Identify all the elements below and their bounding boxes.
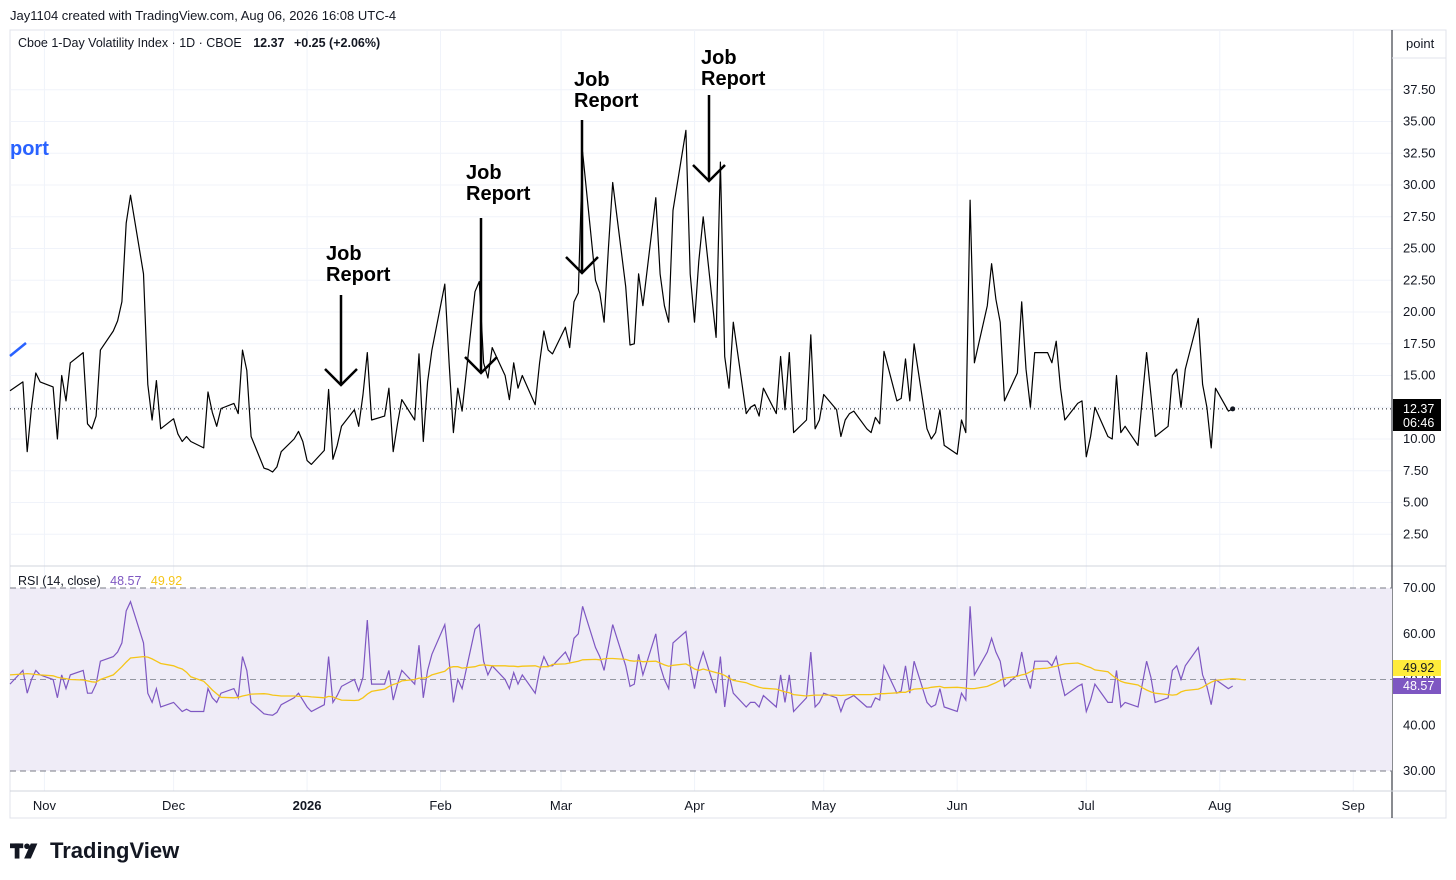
price-line[interactable] xyxy=(9,129,1233,473)
tradingview-logo-icon xyxy=(10,843,38,859)
symbol-legend[interactable]: Cboe 1-Day Volatility Index · 1D · CBOE … xyxy=(18,36,380,50)
price-tick-label: 15.00 xyxy=(1403,368,1436,383)
rsi-tick-label: 60.00 xyxy=(1403,626,1436,641)
rsi-series-group xyxy=(9,600,1246,716)
price-tick-label: 32.50 xyxy=(1403,145,1436,160)
last-price-label-bg xyxy=(1393,399,1441,431)
annotation-label-line1: Job xyxy=(701,47,737,69)
rsi-tick-label: 70.00 xyxy=(1403,580,1436,595)
rsi-band-group xyxy=(10,587,1392,772)
time-tick-label: 2026 xyxy=(293,798,322,813)
time-tick-label: Dec xyxy=(162,798,186,813)
rsi-legend-ma-value: 49.92 xyxy=(151,574,182,588)
time-tick-label: Jun xyxy=(947,798,968,813)
price-tick-label: 2.50 xyxy=(1403,526,1428,541)
annotation-label-line1: Job xyxy=(574,69,610,91)
price-tick-label: 35.00 xyxy=(1403,114,1436,129)
price-axis-labels[interactable]: 2.505.007.5010.0012.5015.0017.5020.0022.… xyxy=(1403,82,1436,542)
price-scale-unit-button[interactable]: point xyxy=(1406,36,1435,51)
rsi-label-bg xyxy=(1393,678,1441,694)
price-gridlines xyxy=(10,89,1392,535)
price-tick-label: 25.00 xyxy=(1403,241,1436,256)
annotation-label-line2: Report xyxy=(701,68,766,90)
time-tick-label: Feb xyxy=(429,798,451,813)
price-tick-label: 5.00 xyxy=(1403,495,1428,510)
symbol-legend-title: Cboe 1-Day Volatility Index · 1D · CBOE xyxy=(18,36,242,50)
tradingview-brand[interactable]: TradingView xyxy=(10,838,179,864)
annotation-arrow-head xyxy=(464,356,498,375)
rsi-ma-label-bg xyxy=(1393,660,1441,676)
price-tick-label: 22.50 xyxy=(1403,272,1436,287)
last-price-point xyxy=(1230,406,1236,412)
price-tick-label: 7.50 xyxy=(1403,463,1428,478)
rsi-line[interactable] xyxy=(9,600,1234,716)
time-tick-label: Mar xyxy=(550,798,573,813)
rsi-ma-line[interactable] xyxy=(9,655,1246,702)
annotation-arrow-head xyxy=(692,164,726,183)
bar-countdown-label: 06:46 xyxy=(1403,416,1434,430)
chart-caption: Jay1104 created with TradingView.com, Au… xyxy=(10,8,397,23)
annotation-label-line1: Job xyxy=(326,243,362,265)
rsi-tick-label: 40.00 xyxy=(1403,717,1436,732)
rsi-legend[interactable]: RSI (14, close) 48.57 49.92 xyxy=(18,574,182,588)
trendline-drawing-fragment[interactable] xyxy=(9,342,27,357)
annotation-label-line1: Job xyxy=(466,162,502,184)
price-tick-label: 10.00 xyxy=(1403,431,1436,446)
price-tick-label: 30.00 xyxy=(1403,177,1436,192)
annotation-arrow-head xyxy=(565,256,599,275)
time-axis-labels[interactable]: Nov Dec 2026 Feb Mar Apr May Jun Jul Aug Sep xyxy=(33,798,1365,813)
price-tick-label: 17.50 xyxy=(1403,336,1436,351)
symbol-legend-change: +0.25 (+2.06%) xyxy=(294,36,380,50)
annotation-label-line2: Report xyxy=(326,264,391,286)
annotation-label-line2: Report xyxy=(574,90,639,112)
time-tick-label: Jul xyxy=(1078,798,1095,813)
time-tick-label: Sep xyxy=(1342,798,1365,813)
rsi-legend-value: 48.57 xyxy=(110,574,141,588)
price-tick-label: 27.50 xyxy=(1403,209,1436,224)
rsi-legend-label: RSI (14, close) xyxy=(18,574,101,588)
symbol-legend-last: 12.37 xyxy=(253,36,284,50)
time-tick-label: Aug xyxy=(1208,798,1231,813)
rsi-axis-label: 48.57 xyxy=(1403,679,1434,693)
price-series-group xyxy=(9,129,1392,473)
time-tick-label: Nov xyxy=(33,798,57,813)
annotation-label-line2: Report xyxy=(466,183,531,205)
price-tick-label: 37.50 xyxy=(1403,82,1436,97)
left-label-fragment[interactable]: port xyxy=(10,138,49,160)
rsi-ma-axis-label: 49.92 xyxy=(1403,661,1434,675)
annotation-arrow-head xyxy=(324,368,358,387)
rsi-tick-label: 30.00 xyxy=(1403,763,1436,778)
time-tick-label: May xyxy=(811,798,836,813)
price-tick-label: 20.00 xyxy=(1403,304,1436,319)
time-tick-label: Apr xyxy=(684,798,705,813)
brand-name: TradingView xyxy=(50,838,180,863)
last-price-label: 12.37 xyxy=(1403,402,1434,416)
chart-frame xyxy=(9,29,1447,819)
